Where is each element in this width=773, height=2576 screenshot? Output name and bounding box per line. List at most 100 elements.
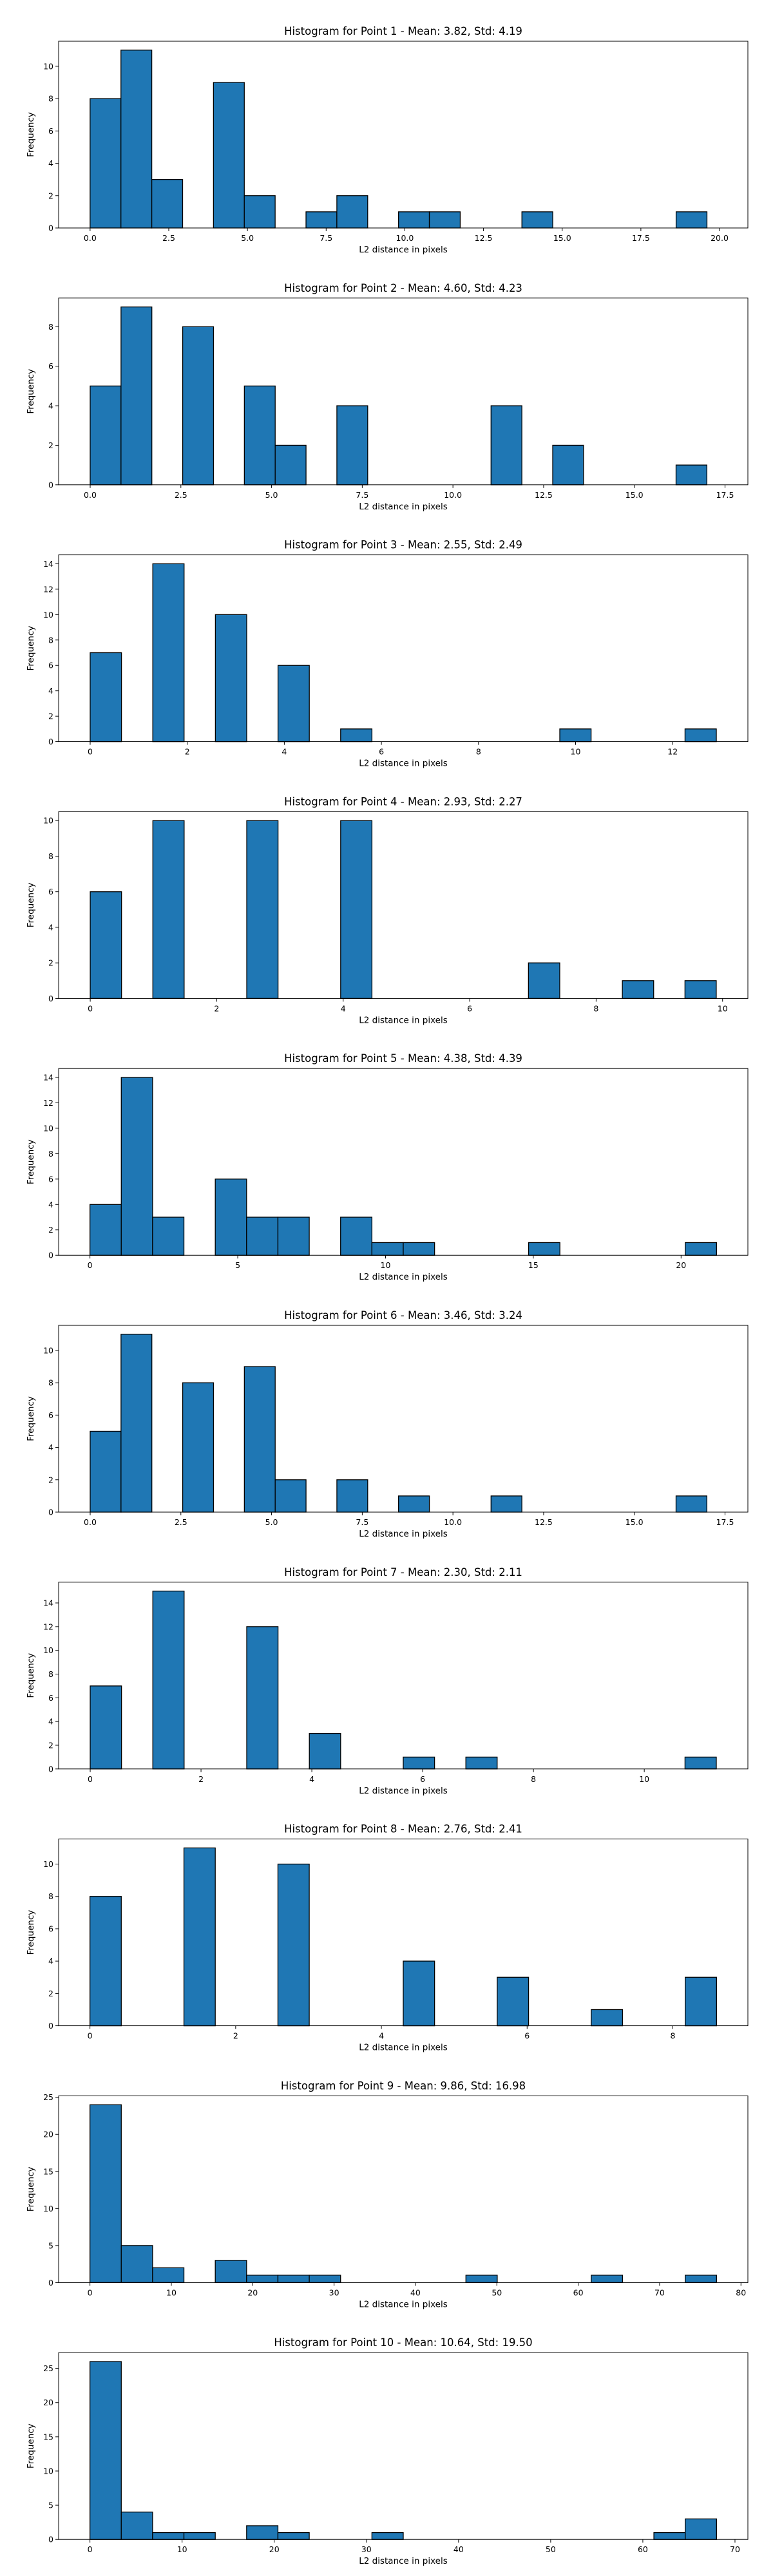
chart-7: Histogram for Point 7 - Mean: 2.30, Std:… bbox=[26, 1566, 749, 1796]
histogram-bar bbox=[675, 1495, 708, 1513]
y-tick-label: 10 bbox=[43, 610, 53, 620]
x-axis-label: L2 distance in pixels bbox=[359, 759, 447, 769]
x-tick-label: 17.5 bbox=[632, 233, 650, 243]
x-axis-label: L2 distance in pixels bbox=[359, 2556, 447, 2566]
histogram-bar bbox=[183, 2532, 216, 2540]
y-tick-label: 0 bbox=[48, 223, 53, 233]
histogram-bar bbox=[398, 211, 430, 229]
histogram-bar bbox=[277, 2275, 310, 2284]
y-tick-label: 0 bbox=[48, 1764, 53, 1774]
y-tick-label: 6 bbox=[48, 1693, 53, 1703]
x-tick-label: 20 bbox=[676, 1260, 686, 1270]
chart-3: Histogram for Point 3 - Mean: 2.55, Std:… bbox=[26, 539, 749, 769]
y-tick-label: 12 bbox=[43, 1098, 53, 1108]
x-tick-label: 4 bbox=[309, 1774, 314, 1784]
bars bbox=[89, 1077, 718, 1256]
y-tick-label: 12 bbox=[43, 584, 53, 594]
x-tick-label: 12.5 bbox=[535, 1517, 553, 1527]
y-tick-label: 6 bbox=[48, 1174, 53, 1184]
x-axis-label: L2 distance in pixels bbox=[359, 1529, 447, 1539]
histogram-bar bbox=[243, 1366, 276, 1513]
y-axis-label: Frequency bbox=[26, 1396, 36, 1441]
histogram-bar bbox=[685, 1976, 718, 2027]
y-tick-label: 0 bbox=[48, 480, 53, 489]
histogram-bar bbox=[246, 1217, 279, 1256]
y-tick-label: 0 bbox=[48, 1508, 53, 1517]
y-tick-label: 8 bbox=[48, 94, 53, 104]
histogram-bar bbox=[685, 2518, 718, 2540]
y-tick-label: 14 bbox=[43, 559, 53, 569]
axes-frame bbox=[58, 1839, 749, 2027]
histogram-bar bbox=[465, 2275, 498, 2284]
x-tick-label: 20.0 bbox=[711, 233, 729, 243]
histogram-bar bbox=[490, 405, 522, 486]
y-tick-label: 8 bbox=[48, 1378, 53, 1388]
y-tick-label: 10 bbox=[43, 2204, 53, 2213]
histogram-bar bbox=[309, 1732, 341, 1770]
histogram-bar bbox=[120, 50, 153, 229]
x-tick-label: 0.0 bbox=[84, 233, 97, 243]
x-tick-label: 4 bbox=[282, 747, 287, 757]
y-tick-label: 10 bbox=[43, 2466, 53, 2476]
x-tick-label: 10 bbox=[166, 2287, 177, 2297]
histogram-bar bbox=[89, 1204, 122, 1256]
x-tick-label: 0.0 bbox=[84, 1517, 97, 1527]
y-axis-label: Frequency bbox=[26, 626, 36, 671]
histogram-bar bbox=[277, 665, 310, 743]
x-tick-label: 20 bbox=[269, 2544, 280, 2554]
histogram-bar bbox=[120, 2245, 153, 2284]
x-tick-label: 40 bbox=[410, 2287, 421, 2297]
y-tick-label: 5 bbox=[48, 2501, 53, 2510]
x-tick-label: 15.0 bbox=[625, 490, 644, 500]
histogram-bar bbox=[398, 1495, 430, 1513]
axes-frame bbox=[58, 2095, 749, 2283]
axes-frame bbox=[58, 811, 749, 999]
y-tick-label: 10 bbox=[43, 1345, 53, 1355]
x-axis-label: L2 distance in pixels bbox=[359, 2043, 447, 2053]
histogram-bar bbox=[90, 1430, 122, 1513]
axes-frame bbox=[58, 298, 749, 486]
chart-9: Histogram for Point 9 - Mean: 9.86, Std:… bbox=[26, 2079, 749, 2309]
y-tick-label: 4 bbox=[48, 686, 53, 696]
histogram-bar bbox=[277, 2532, 310, 2540]
x-tick-label: 6 bbox=[467, 1003, 472, 1013]
x-axis-label: L2 distance in pixels bbox=[359, 1272, 447, 1282]
histogram-bar bbox=[213, 82, 245, 229]
chart-10: Histogram for Point 10 - Mean: 10.64, St… bbox=[26, 2336, 749, 2566]
x-tick-label: 10.0 bbox=[444, 490, 462, 500]
chart-1: Histogram for Point 1 - Mean: 3.82, Std:… bbox=[26, 25, 749, 255]
y-tick-label: 10 bbox=[43, 816, 53, 826]
y-tick-label: 20 bbox=[43, 2130, 53, 2139]
y-tick-label: 8 bbox=[48, 1149, 53, 1159]
y-tick-label: 8 bbox=[48, 322, 53, 332]
histogram-bar bbox=[246, 1626, 279, 1770]
y-tick-label: 6 bbox=[48, 126, 53, 136]
y-tick-label: 14 bbox=[43, 1598, 53, 1608]
axes-frame bbox=[58, 1582, 749, 1770]
x-tick-label: 7.5 bbox=[356, 490, 368, 500]
histogram-bar bbox=[243, 195, 276, 229]
y-tick-label: 0 bbox=[48, 2021, 53, 2031]
histogram-bar bbox=[684, 1756, 717, 1770]
histogram-bar bbox=[89, 2361, 122, 2540]
x-tick-label: 0 bbox=[88, 2287, 93, 2297]
x-tick-label: 4 bbox=[341, 1003, 346, 1013]
x-tick-label: 10 bbox=[718, 1003, 728, 1013]
chart-title: Histogram for Point 1 - Mean: 3.82, Std:… bbox=[284, 25, 522, 37]
y-tick-label: 8 bbox=[48, 1669, 53, 1679]
bars bbox=[90, 820, 717, 999]
histogram-bar bbox=[340, 728, 373, 743]
x-tick-label: 12.5 bbox=[475, 233, 493, 243]
histogram-bar bbox=[152, 2267, 185, 2284]
histogram-bar bbox=[685, 2275, 718, 2284]
histogram-bar bbox=[675, 211, 708, 229]
histogram-bar bbox=[90, 652, 122, 743]
y-tick-label: 4 bbox=[48, 1717, 53, 1727]
y-tick-label: 4 bbox=[48, 401, 53, 411]
x-tick-label: 15 bbox=[528, 1260, 539, 1270]
x-tick-label: 0 bbox=[88, 2031, 93, 2041]
y-axis-label: Frequency bbox=[26, 883, 36, 928]
histogram-bar bbox=[90, 891, 122, 999]
bars bbox=[90, 563, 717, 743]
histogram-bar bbox=[243, 385, 276, 486]
